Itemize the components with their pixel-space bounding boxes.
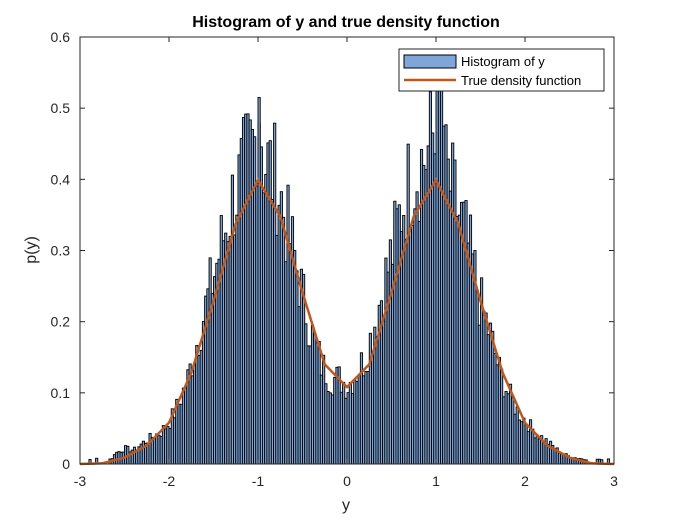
- y-tick-label: 0.3: [51, 243, 71, 259]
- legend: Histogram of y True density function: [398, 48, 605, 92]
- y-tick-label: 0.5: [51, 100, 71, 116]
- legend-swatch-histogram: [403, 54, 457, 69]
- x-tick-label: 3: [610, 473, 618, 489]
- y-tick-label: 0: [62, 456, 70, 472]
- x-tick-label: -3: [74, 473, 87, 489]
- x-axis-ticks: -3 -2 -1 0 1 2 3: [74, 37, 618, 489]
- y-tick-label: 0.4: [51, 171, 71, 187]
- y-tick-label: 0.2: [51, 314, 71, 330]
- x-tick-label: 0: [343, 473, 351, 489]
- x-tick-label: 2: [521, 473, 529, 489]
- histogram-bar: [257, 97, 261, 465]
- x-tick-label: 1: [432, 473, 440, 489]
- histogram-bar: [435, 79, 439, 465]
- y-tick-label: 0.1: [51, 385, 71, 401]
- y-tick-label: 0.6: [51, 29, 71, 45]
- x-tick-label: -1: [252, 473, 265, 489]
- legend-label-density: True density function: [461, 73, 581, 88]
- y-axis-ticks: 0 0.1 0.2 0.3 0.4 0.5 0.6: [51, 29, 614, 472]
- x-tick-label: -2: [163, 473, 176, 489]
- chart-title: Histogram of y and true density function: [192, 14, 500, 31]
- legend-label-histogram: Histogram of y: [461, 54, 545, 69]
- x-axis-label: y: [342, 497, 350, 514]
- y-axis-label: p(y): [23, 236, 40, 264]
- true-density-line: [79, 177, 615, 466]
